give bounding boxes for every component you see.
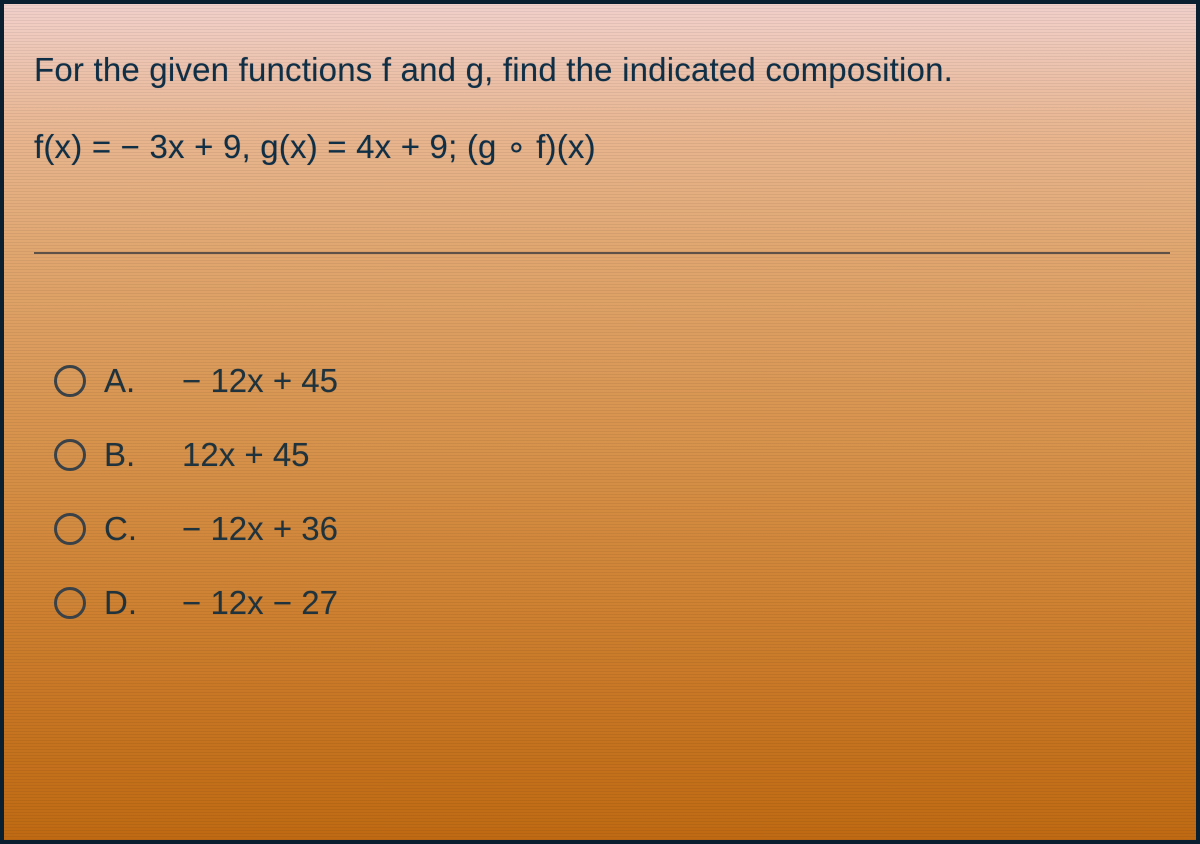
answer-choices: A. − 12x + 45 B. 12x + 45 C. − 12x + 36 … bbox=[34, 362, 1170, 622]
choice-letter: B. bbox=[104, 436, 164, 474]
radio-icon[interactable] bbox=[54, 513, 86, 545]
content-area: For the given functions f and g, find th… bbox=[4, 4, 1196, 622]
quiz-screen: For the given functions f and g, find th… bbox=[0, 0, 1200, 844]
question-equation: f(x) = − 3x + 9, g(x) = 4x + 9; (g ∘ f)(… bbox=[34, 127, 1170, 166]
choice-d[interactable]: D. − 12x − 27 bbox=[54, 584, 1170, 622]
choice-a[interactable]: A. − 12x + 45 bbox=[54, 362, 1170, 400]
choice-b[interactable]: B. 12x + 45 bbox=[54, 436, 1170, 474]
choice-letter: D. bbox=[104, 584, 164, 622]
divider bbox=[34, 252, 1170, 254]
radio-icon[interactable] bbox=[54, 439, 86, 471]
radio-icon[interactable] bbox=[54, 587, 86, 619]
choice-text: − 12x + 36 bbox=[182, 510, 338, 548]
choice-letter: A. bbox=[104, 362, 164, 400]
radio-icon[interactable] bbox=[54, 365, 86, 397]
choice-text: − 12x + 45 bbox=[182, 362, 338, 400]
choice-letter: C. bbox=[104, 510, 164, 548]
choice-text: − 12x − 27 bbox=[182, 584, 338, 622]
choice-c[interactable]: C. − 12x + 36 bbox=[54, 510, 1170, 548]
choice-text: 12x + 45 bbox=[182, 436, 310, 474]
question-prompt: For the given functions f and g, find th… bbox=[34, 48, 1170, 93]
